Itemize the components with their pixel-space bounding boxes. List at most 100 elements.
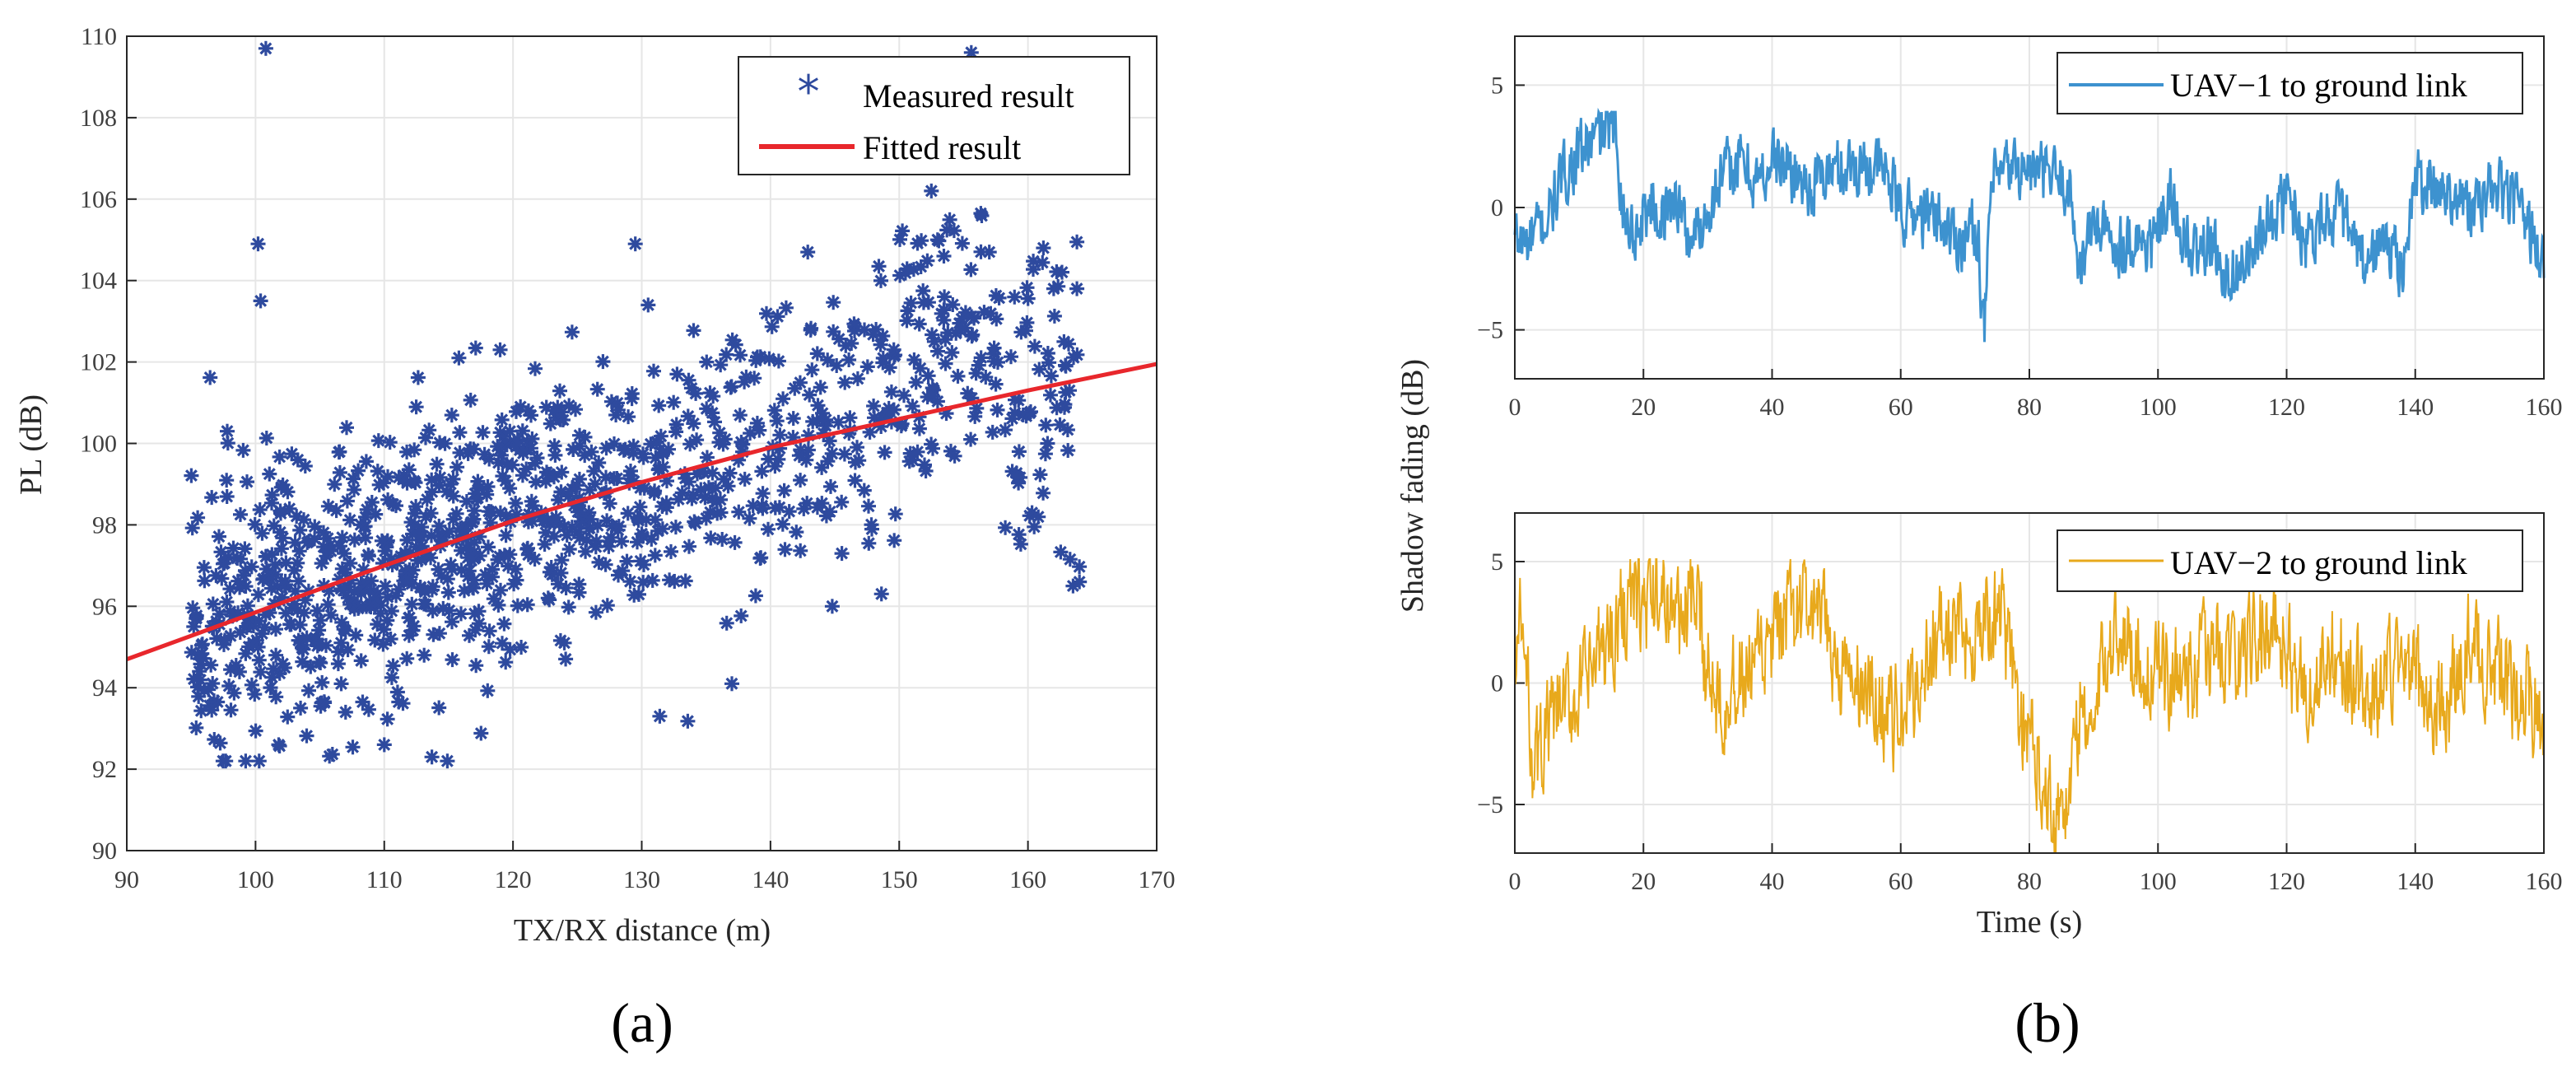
- measured-point: [647, 483, 663, 499]
- measured-point: [548, 510, 564, 525]
- measured-point: [804, 362, 820, 378]
- measured-point: [219, 595, 235, 609]
- measured-point: [223, 702, 239, 718]
- measured-point: [826, 324, 841, 339]
- tick-label-x: 120: [2268, 868, 2305, 895]
- measured-point: [217, 637, 231, 652]
- measured-point: [1058, 357, 1073, 373]
- measured-point: [953, 323, 968, 338]
- measured-point: [466, 572, 482, 588]
- measured-point: [764, 319, 780, 334]
- measured-point: [820, 352, 836, 368]
- measured-point: [250, 236, 266, 252]
- measured-point: [273, 506, 288, 521]
- measured-point: [463, 392, 478, 408]
- measured-point: [271, 737, 286, 753]
- measured-point: [1032, 467, 1048, 483]
- measured-point: [1004, 349, 1018, 365]
- measured-point: [636, 575, 651, 590]
- measured-point: [495, 469, 510, 484]
- measured-point: [789, 525, 804, 540]
- measured-point: [586, 464, 602, 479]
- measured-point: [463, 441, 478, 457]
- measured-point: [359, 501, 375, 517]
- tick-label-x: 20: [1631, 868, 1656, 895]
- measured-point: [1043, 368, 1059, 384]
- measured-point: [900, 303, 915, 319]
- measured-point: [753, 550, 769, 566]
- measured-point: [398, 563, 413, 579]
- measured-point: [544, 567, 560, 582]
- measured-point: [424, 484, 440, 500]
- measured-point: [203, 370, 218, 385]
- measured-point: [627, 236, 643, 252]
- measured-point: [237, 541, 253, 557]
- tick-label-y: 104: [80, 268, 117, 295]
- measured-point: [1007, 289, 1022, 305]
- measured-point: [441, 603, 457, 618]
- measured-point: [204, 490, 220, 506]
- measured-point: [719, 347, 734, 362]
- measured-point: [367, 632, 383, 648]
- measured-point: [491, 597, 506, 613]
- measured-point: [1013, 536, 1028, 552]
- measured-point: [998, 520, 1013, 535]
- measured-point: [1057, 397, 1073, 413]
- measured-point: [417, 584, 433, 599]
- measured-point: [950, 368, 966, 384]
- measured-point: [262, 466, 277, 482]
- measured-point: [579, 532, 594, 548]
- measured-point: [733, 347, 748, 363]
- measured-point: [622, 574, 638, 590]
- measured-point: [280, 484, 296, 500]
- measured-point: [864, 521, 879, 537]
- measured-point: [307, 519, 323, 534]
- measured-point: [251, 753, 267, 769]
- measured-point: [552, 412, 568, 427]
- measured-point: [432, 469, 448, 485]
- measured-point: [333, 676, 349, 692]
- measured-point: [669, 366, 685, 382]
- tick-label-x: 100: [2140, 394, 2177, 421]
- measured-point: [314, 674, 330, 690]
- measured-point: [184, 520, 200, 536]
- measured-point: [564, 324, 580, 340]
- measured-point: [1036, 240, 1051, 256]
- measured-point: [920, 295, 936, 310]
- measured-point: [1023, 404, 1038, 419]
- measured-point: [452, 425, 468, 441]
- measured-point: [770, 309, 785, 324]
- measured-point: [524, 408, 538, 423]
- measured-point: [212, 735, 228, 751]
- measured-point: [383, 632, 398, 646]
- measured-point: [834, 494, 850, 510]
- shadow-fading-uav1-chart: 0 20 40 60 80 100 120 140 160 −5 0 5 UAV−1 to groun…: [1477, 35, 2563, 421]
- measured-point: [571, 576, 587, 592]
- measured-point: [641, 297, 656, 313]
- uav1-series-line: [1513, 107, 2546, 343]
- measured-point: [483, 504, 499, 520]
- measured-point: [761, 451, 776, 467]
- measured-point: [894, 416, 910, 431]
- tick-label-y: 102: [80, 349, 117, 376]
- plot-box-b1: [1514, 35, 2545, 380]
- measured-point: [339, 493, 355, 509]
- legend-b1: UAV−1 to ground link: [2057, 52, 2523, 114]
- measured-point: [847, 473, 863, 488]
- measured-point: [498, 528, 514, 543]
- measured-point: [755, 486, 771, 501]
- tick-label-x: 40: [1760, 394, 1785, 421]
- measured-point: [834, 546, 850, 562]
- measured-point: [599, 441, 614, 456]
- measured-point: [974, 208, 990, 223]
- xlabel-a: TX/RX distance (m): [514, 913, 771, 948]
- measured-point: [481, 639, 496, 655]
- measured-point: [873, 586, 889, 602]
- measured-point: [376, 737, 392, 753]
- measured-point: [938, 332, 953, 347]
- measured-point: [445, 652, 460, 668]
- measured-point: [1022, 508, 1037, 524]
- measured-point: [324, 608, 339, 623]
- tick-label-y: 94: [92, 674, 117, 702]
- measured-point: [905, 452, 920, 468]
